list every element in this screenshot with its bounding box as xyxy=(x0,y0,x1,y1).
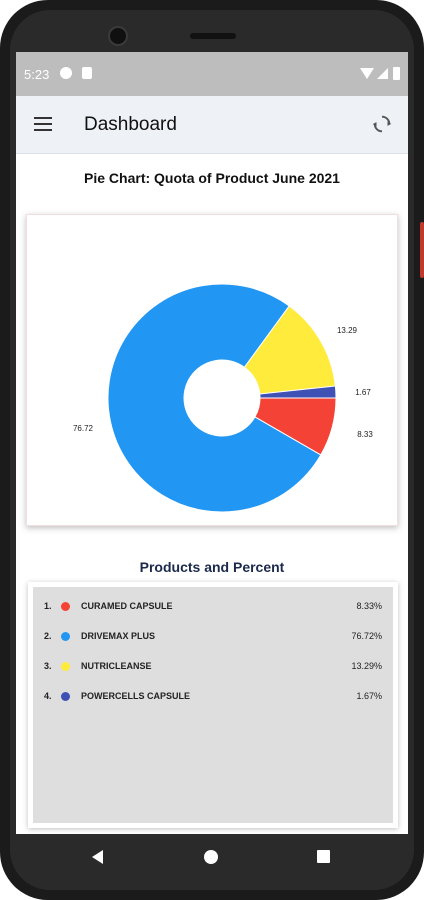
products-title: Products and Percent xyxy=(139,559,285,575)
navigation-bar xyxy=(0,834,424,880)
front-camera xyxy=(108,26,128,46)
slice-value-label: 1.67 xyxy=(355,388,371,397)
item-percent: 8.33% xyxy=(356,601,382,611)
status-bar: 5:23 xyxy=(16,52,408,96)
pie-slice-powercells-capsule[interactable] xyxy=(259,385,337,399)
status-time: 5:23 xyxy=(24,67,50,82)
home-icon[interactable] xyxy=(204,850,218,864)
item-index: 1. xyxy=(44,601,52,611)
sd-card-icon xyxy=(82,67,92,79)
recents-icon[interactable] xyxy=(317,850,330,863)
speaker-grille xyxy=(190,33,236,39)
list-item[interactable]: 3. NUTRICLEANSE 13.29% xyxy=(33,656,393,676)
slice-value-label: 13.29 xyxy=(337,326,358,335)
item-index: 4. xyxy=(44,691,52,701)
color-dot-icon xyxy=(61,602,70,611)
item-name: DRIVEMAX PLUS xyxy=(81,631,156,641)
pie-chart: 8.33 76.72 13.29 1.67 xyxy=(73,283,373,513)
power-button xyxy=(420,222,424,278)
signal-icon xyxy=(377,68,388,79)
list-item[interactable]: 4. POWERCELLS CAPSULE 1.67% xyxy=(33,686,393,706)
slice-value-label: 8.33 xyxy=(357,430,373,439)
g-icon xyxy=(60,67,72,79)
chart-title: Pie Chart: Quota of Product June 2021 xyxy=(84,170,340,186)
products-card: 1. CURAMED CAPSULE 8.33% 2. DRIVEMAX PLU… xyxy=(28,582,398,828)
list-item[interactable]: 1. CURAMED CAPSULE 8.33% xyxy=(33,596,393,616)
color-dot-icon xyxy=(61,662,70,671)
item-percent: 76.72% xyxy=(351,631,382,641)
item-percent: 1.67% xyxy=(356,691,382,701)
color-dot-icon xyxy=(61,632,70,641)
item-name: NUTRICLEANSE xyxy=(81,661,152,671)
list-item[interactable]: 2. DRIVEMAX PLUS 76.72% xyxy=(33,626,393,646)
color-dot-icon xyxy=(61,692,70,701)
pie-slice-drivemax-plus[interactable] xyxy=(107,283,322,513)
page-title: Dashboard xyxy=(84,114,177,135)
item-name: POWERCELLS CAPSULE xyxy=(81,691,191,701)
back-icon[interactable] xyxy=(92,850,103,864)
item-index: 2. xyxy=(44,631,52,641)
item-name: CURAMED CAPSULE xyxy=(81,601,173,611)
battery-icon xyxy=(393,67,400,80)
slice-value-label: 76.72 xyxy=(73,424,94,433)
products-list: 1. CURAMED CAPSULE 8.33% 2. DRIVEMAX PLU… xyxy=(33,587,393,823)
hamburger-menu-icon[interactable] xyxy=(34,117,52,131)
app-bar: Dashboard xyxy=(16,96,408,154)
screen: 5:23 Dashboard Pie Chart: Quota of Produ… xyxy=(16,52,408,834)
refresh-icon[interactable] xyxy=(371,113,393,135)
item-index: 3. xyxy=(44,661,52,671)
wifi-icon xyxy=(360,68,374,79)
item-percent: 13.29% xyxy=(351,661,382,671)
pie-chart-card: 8.33 76.72 13.29 1.67 xyxy=(26,214,398,526)
